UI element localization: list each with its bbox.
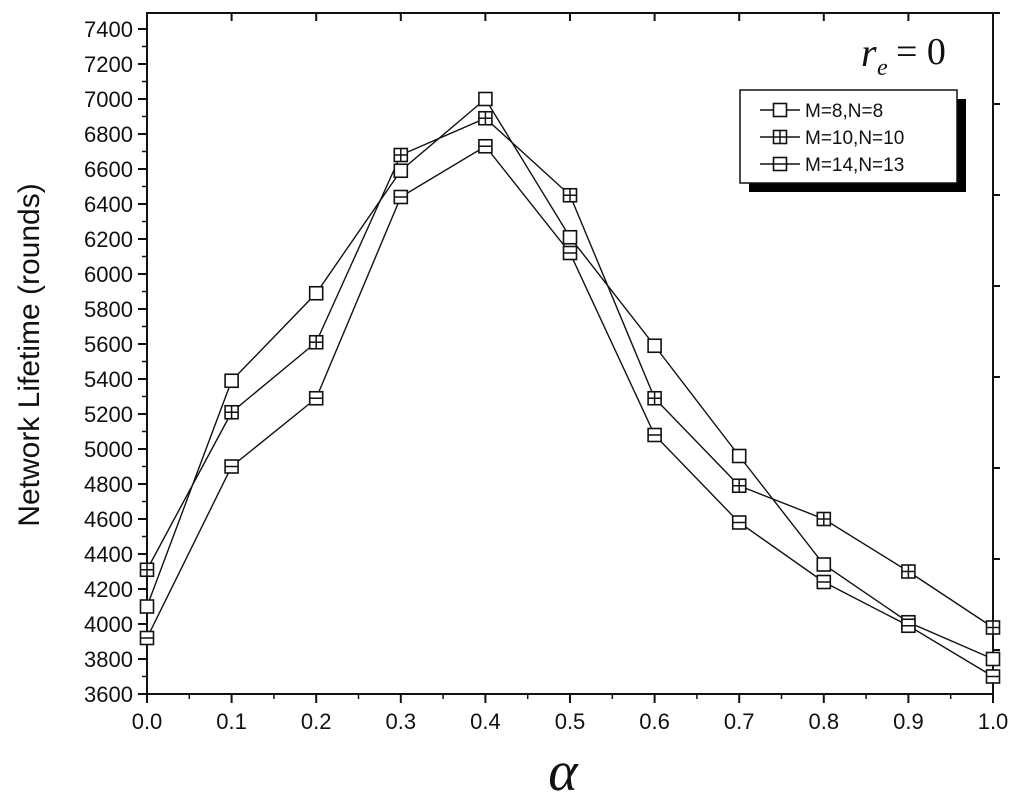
y-tick-label: 5600: [84, 332, 133, 357]
annotation-rest: = 0: [896, 31, 946, 73]
annotation-main: r: [861, 30, 877, 75]
series-markers-1: [139, 110, 1001, 635]
x-tick-label: 0.9: [893, 709, 924, 734]
marker-box: [647, 338, 662, 354]
data-point: [224, 404, 239, 420]
y-tick-label: 7000: [84, 87, 133, 112]
y-tick-label: 6800: [84, 122, 133, 147]
y-tick-label: 5400: [84, 367, 133, 392]
data-point: [393, 163, 409, 179]
data-point: [478, 110, 493, 126]
marker-box: [562, 229, 578, 245]
data-point: [816, 574, 832, 590]
x-tick-label: 0.3: [386, 709, 417, 734]
x-tick-label: 0.7: [724, 709, 755, 734]
data-point: [816, 557, 832, 572]
marker-box: [772, 102, 788, 118]
data-point: [985, 620, 1001, 635]
x-tick-label: 0.2: [301, 709, 332, 734]
data-point: [139, 630, 155, 646]
x-tick-label: 1.0: [978, 709, 1009, 734]
marker-box: [393, 163, 409, 179]
data-point: [816, 511, 832, 527]
marker-box: [816, 557, 832, 572]
data-point: [562, 229, 578, 245]
y-tick-label: 7200: [84, 52, 133, 77]
legend-label: M=14,N=13: [805, 155, 904, 176]
x-tick-label: 0.1: [216, 709, 247, 734]
series-line: [146, 145, 994, 678]
y-tick-label: 6400: [84, 192, 133, 217]
x-tick-label: 0.6: [639, 709, 670, 734]
data-point: [731, 448, 747, 464]
marker-box: [985, 651, 1001, 667]
y-tick-label: 4600: [84, 507, 133, 532]
legend-entry: M=14,N=13: [760, 155, 904, 176]
data-point: [562, 187, 578, 203]
y-tick-label: 6600: [84, 157, 133, 182]
x-tick-label: 0.5: [555, 709, 586, 734]
y-tick-label: 3600: [84, 682, 133, 707]
y-tick-label: 3800: [84, 647, 133, 672]
x-axis-title: α: [548, 741, 579, 801]
marker-box: [308, 285, 324, 301]
series-layer: [139, 91, 1001, 684]
data-point: [985, 651, 1001, 667]
y-tick-label: 4800: [84, 472, 133, 497]
data-point: [731, 515, 747, 530]
legend-label: M=10,N=10: [805, 128, 904, 149]
data-point: [393, 147, 409, 163]
y-tick-label: 7400: [84, 17, 133, 42]
y-tick-label: 5800: [84, 297, 133, 322]
y-axis-title: Network Lifetime (rounds): [13, 183, 46, 526]
x-tick-label: 0.0: [132, 709, 163, 734]
series-2: [146, 145, 994, 678]
y-axis-ticks: 3600 3800 4000 4200 4400 4600 4800 5000 5200 5400…: [84, 12, 1000, 707]
data-point: [308, 390, 324, 406]
x-tick-label: 0.4: [470, 709, 501, 734]
data-point: [901, 564, 916, 579]
data-point: [139, 562, 155, 578]
data-point: [647, 338, 662, 354]
data-point: [308, 285, 324, 301]
legend: M=8,N=8 M=10,N=10 M=14,N=13: [739, 89, 966, 192]
marker-box: [224, 373, 239, 389]
marker-box: [478, 91, 493, 107]
y-tick-label: 6200: [84, 227, 133, 252]
legend-label: M=8,N=8: [805, 101, 883, 122]
y-tick-label: 5200: [84, 402, 133, 427]
data-point: [478, 138, 493, 154]
legend-entry: M=10,N=10: [760, 128, 904, 149]
data-point: [647, 390, 662, 406]
data-point: [139, 599, 155, 614]
x-axis-ticks: 0.0 0.1 0.2 0.3 0.4 0.5 0.6 0.7 0.8 0.9 1.0: [132, 13, 1009, 734]
series-markers-2: [139, 138, 1001, 684]
data-point: [308, 334, 324, 350]
data-point: [224, 459, 239, 474]
y-tick-label: 4200: [84, 577, 133, 602]
data-point: [393, 189, 409, 205]
x-tick-label: 0.8: [809, 709, 840, 734]
annotation-re: r e = 0: [861, 30, 946, 81]
y-tick-label: 4400: [84, 542, 133, 567]
y-tick-label: 6000: [84, 262, 133, 287]
y-tick-label: 4000: [84, 612, 133, 637]
data-point: [901, 618, 916, 634]
data-point: [478, 91, 493, 107]
data-point: [224, 373, 239, 389]
annotation-sub: e: [877, 55, 888, 81]
data-point: [647, 427, 662, 443]
data-point: [985, 669, 1001, 684]
data-point: [731, 478, 747, 494]
marker-box: [731, 448, 747, 464]
legend-entries: M=8,N=8 M=10,N=10 M=14,N=13: [760, 101, 904, 176]
legend-entry: M=8,N=8: [760, 101, 883, 122]
marker-box: [139, 599, 155, 614]
data-point: [562, 245, 578, 261]
y-tick-label: 5000: [84, 437, 133, 462]
